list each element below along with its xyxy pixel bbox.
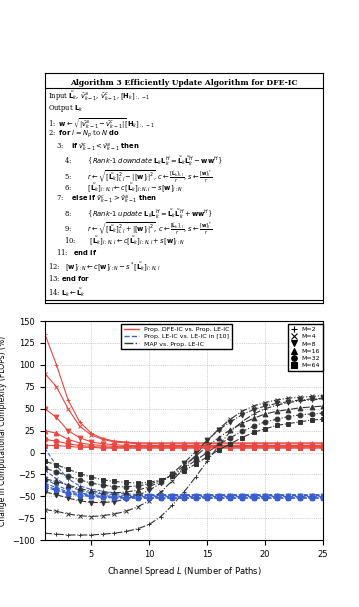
- Text: 14: $\mathbf{L}_k \leftarrow \tilde{\mathbf{L}}_k$: 14: $\mathbf{L}_k \leftarrow \tilde{\mat…: [48, 287, 85, 299]
- X-axis label: Channel Spread $L$ (Number of Paths): Channel Spread $L$ (Number of Paths): [107, 565, 261, 577]
- Text: 9:        $r \leftarrow \sqrt{[\tilde{\mathbf{L}}_k]^2_{l,l} + |[\mathbf{w}]_l|^: 9: $r \leftarrow \sqrt{[\tilde{\mathbf{L…: [64, 220, 213, 237]
- Text: 4:        {$\mathit{Rank}$-$\mathit{1}$ $\mathit{downdate}$ $\mathbf{L}_k\mathbf: 4: {$\mathit{Rank}$-$\mathit{1}$ $\mathi…: [64, 155, 223, 168]
- Text: 3:    $\mathbf{if}$ $\bar{v}^c_{k-1} < \bar{v}^a_{k-1}$ $\mathbf{then}$: 3: $\mathbf{if}$ $\bar{v}^c_{k-1} < \bar…: [56, 142, 140, 154]
- Text: 5:        $r \leftarrow \sqrt{[\tilde{\mathbf{L}}_k]^2_{l,l} - |[\mathbf{w}]_l|^: 5: $r \leftarrow \sqrt{[\tilde{\mathbf{L…: [64, 168, 213, 185]
- Text: Output $\mathbf{L}_k$: Output $\mathbf{L}_k$: [48, 103, 83, 114]
- Text: Algorithm 3 Efficiently Update Algorithm for DFE-IC: Algorithm 3 Efficiently Update Algorithm…: [70, 78, 298, 87]
- Text: Input $\tilde{\mathbf{L}}_k$, $\bar{v}^a_{k-1}$, $\bar{v}^c_{k-1}$, $[\mathbf{H}: Input $\tilde{\mathbf{L}}_k$, $\bar{v}^a…: [48, 89, 150, 103]
- Y-axis label: Change in Computational Complexity (FLOPs) (%): Change in Computational Complexity (FLOP…: [0, 336, 7, 526]
- Text: 7:    $\mathbf{else~if}$ $\bar{v}^c_{k-1} > \bar{v}^a_{k-1}$ $\mathbf{then}$: 7: $\mathbf{else~if}$ $\bar{v}^c_{k-1} >…: [56, 194, 157, 206]
- Text: 2:  $\mathbf{for}$ $l = N_p$ to $N$ $\mathbf{do}$: 2: $\mathbf{for}$ $l = N_p$ to $N$ $\mat…: [48, 129, 120, 140]
- Legend: M=2, M=4, M=8, M=16, M=32, M=64: M=2, M=4, M=8, M=16, M=32, M=64: [288, 324, 323, 371]
- Text: 13: $\mathbf{end~for}$: 13: $\mathbf{end~for}$: [48, 273, 90, 283]
- Text: 1:  $\mathbf{w} \leftarrow \sqrt{|\bar{v}^a_{k-1} - \bar{v}^c_{k-1}|}[\mathbf{H}: 1: $\mathbf{w} \leftarrow \sqrt{|\bar{v}…: [48, 116, 154, 129]
- Text: 12:   $[\mathbf{w}]_{l:N} \leftarrow c[\mathbf{w}]_{l:N} - s^*[\tilde{\mathbf{L}: 12: $[\mathbf{w}]_{l:N} \leftarrow c[\ma…: [48, 260, 160, 273]
- Text: 6:        $[\tilde{\mathbf{L}}_k]_{l:N,l} \leftarrow c[\tilde{\mathbf{L}}_k]_{l:: 6: $[\tilde{\mathbf{L}}_k]_{l:N,l} \left…: [64, 181, 183, 194]
- Text: 8:        {$\mathit{Rank}$-$\mathit{1}$ $\mathit{update}$ $\mathbf{L}_k\mathbf{L: 8: {$\mathit{Rank}$-$\mathit{1}$ $\mathi…: [64, 208, 213, 221]
- Text: 10:       $[\tilde{\mathbf{L}}_k]_{l:N,l} \leftarrow c[\tilde{\mathbf{L}}_k]_{l:: 10: $[\tilde{\mathbf{L}}_k]_{l:N,l} \lef…: [64, 234, 186, 246]
- Text: 11:   $\mathbf{end~if}$: 11: $\mathbf{end~if}$: [56, 247, 97, 257]
